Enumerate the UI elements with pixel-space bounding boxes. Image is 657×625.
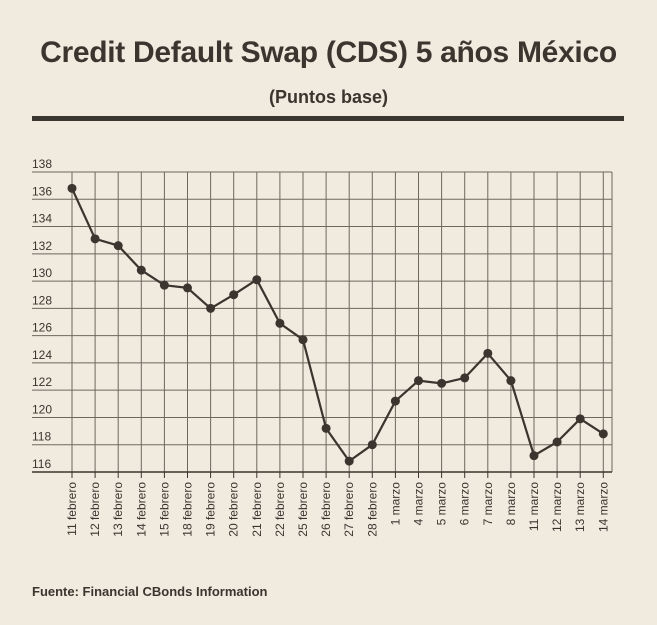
data-point — [575, 414, 585, 424]
chart-subtitle: (Puntos base) — [268, 87, 388, 107]
x-tick-label: 19 febrero — [204, 482, 218, 537]
x-tick-label: 25 febrero — [296, 482, 310, 537]
x-tick-label: 12 febrero — [88, 482, 102, 537]
data-point — [206, 303, 216, 313]
y-tick-label: 138 — [32, 157, 52, 171]
data-point — [367, 440, 377, 450]
y-tick-label: 130 — [32, 266, 52, 280]
data-point — [90, 234, 100, 244]
data-point — [390, 396, 400, 406]
y-tick-label: 136 — [32, 184, 52, 198]
x-tick-label: 8 marzo — [504, 482, 518, 526]
chart-title: Credit Default Swap (CDS) 5 años México — [40, 36, 617, 69]
x-tick-label: 21 febrero — [250, 482, 264, 537]
data-point — [229, 290, 239, 300]
x-tick-label: 13 febrero — [111, 482, 125, 537]
source-note: Fuente: Financial CBonds Information — [32, 584, 268, 599]
data-point — [321, 423, 331, 433]
x-tick-label: 26 febrero — [319, 482, 333, 537]
y-tick-label: 120 — [32, 402, 52, 416]
data-point — [483, 348, 493, 358]
x-tick-label: 15 febrero — [157, 482, 171, 537]
y-axis-ticks: 116 118 120 122 124 126 128 130 132 134 136 138 — [32, 157, 52, 471]
data-point — [113, 241, 123, 251]
x-tick-label: 7 marzo — [481, 482, 495, 526]
x-tick-label: 14 marzo — [596, 482, 610, 532]
series-line — [71, 187, 604, 463]
x-tick-label: 12 marzo — [550, 482, 564, 532]
data-point — [506, 376, 516, 386]
data-point — [529, 451, 539, 461]
x-tick-label: 14 febrero — [134, 482, 148, 537]
x-tick-label: 11 febrero — [65, 482, 79, 536]
data-point — [67, 183, 77, 193]
x-tick-label: 4 marzo — [412, 482, 426, 526]
data-point — [298, 335, 308, 345]
y-tick-label: 134 — [32, 212, 52, 226]
x-tick-label: 13 marzo — [573, 482, 587, 532]
x-tick-label: 6 marzo — [458, 482, 472, 526]
y-tick-label: 124 — [32, 348, 52, 362]
chart-axes — [32, 471, 612, 478]
x-tick-label: 28 febrero — [365, 482, 379, 537]
x-tick-label: 1 marzo — [388, 482, 402, 526]
data-point — [275, 318, 285, 328]
y-tick-label: 116 — [32, 457, 51, 471]
x-tick-label: 20 febrero — [227, 482, 241, 537]
data-point — [183, 283, 192, 293]
data-point — [159, 280, 169, 290]
data-point — [437, 378, 447, 388]
y-tick-label: 132 — [32, 239, 52, 253]
y-tick-label: 126 — [32, 321, 52, 335]
x-tick-label: 5 marzo — [435, 482, 449, 526]
data-point — [598, 429, 608, 439]
x-tick-label: 18 febrero — [181, 482, 195, 537]
y-tick-label: 118 — [32, 430, 51, 444]
data-point — [552, 437, 562, 447]
title-divider — [32, 116, 624, 121]
series-cds — [67, 183, 608, 466]
x-tick-label: 22 febrero — [273, 482, 287, 537]
data-point — [136, 265, 146, 275]
data-point — [252, 275, 262, 285]
y-tick-label: 128 — [32, 293, 52, 307]
data-point — [414, 376, 423, 386]
x-tick-label: 27 febrero — [342, 482, 356, 537]
data-point — [344, 456, 354, 466]
y-tick-label: 122 — [32, 375, 52, 389]
x-tick-label: 11 marzo — [527, 482, 541, 531]
data-point — [460, 373, 470, 383]
x-axis-ticks: 11 febrero 12 febrero 13 febrero 14 febrero… — [65, 482, 610, 537]
